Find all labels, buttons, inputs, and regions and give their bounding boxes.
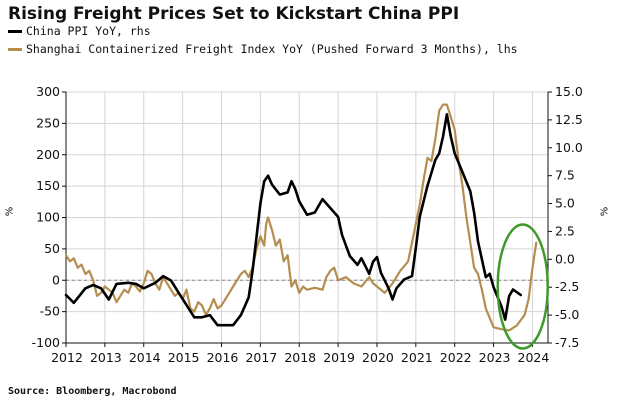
series-line-ppi bbox=[64, 113, 523, 327]
legend-item-ppi: China PPI YoY, rhs bbox=[8, 24, 151, 38]
x-tick-label: 2014 bbox=[129, 350, 161, 365]
right-tick-label: 2.5 bbox=[555, 223, 575, 238]
x-tick-label: 2019 bbox=[323, 350, 355, 365]
x-tick-label: 2015 bbox=[168, 350, 200, 365]
right-tick-label: -5.0 bbox=[555, 307, 579, 322]
left-tick-label: -100 bbox=[32, 335, 60, 350]
legend-label-scfi: Shanghai Containerized Freight Index YoY… bbox=[26, 42, 518, 56]
x-tick-label: 2023 bbox=[479, 350, 511, 365]
legend-label-ppi: China PPI YoY, rhs bbox=[26, 24, 151, 38]
series-line-scfi bbox=[64, 103, 538, 332]
left-tick-label: 300 bbox=[36, 84, 60, 99]
left-tick-label: 100 bbox=[36, 210, 60, 225]
chart-title: Rising Freight Prices Set to Kickstart C… bbox=[8, 4, 460, 24]
left-tick-label: 0 bbox=[52, 272, 60, 287]
x-tick-label: 2022 bbox=[440, 350, 472, 365]
right-tick-label: 10.0 bbox=[555, 140, 583, 155]
legend-swatch-scfi bbox=[8, 47, 22, 51]
x-tick-label: 2024 bbox=[518, 350, 550, 365]
highlight-ellipse bbox=[496, 223, 549, 350]
left-tick-label: 150 bbox=[36, 178, 60, 193]
source-note: Source: Bloomberg, Macrobond bbox=[8, 386, 177, 397]
right-tick-label: 15.0 bbox=[555, 84, 583, 99]
right-tick-label: -7.5 bbox=[555, 335, 579, 350]
x-tick-label: 2020 bbox=[362, 350, 394, 365]
right-tick-label: 7.5 bbox=[555, 168, 575, 183]
x-tick-label: 2021 bbox=[401, 350, 433, 365]
legend-swatch-ppi bbox=[8, 29, 22, 33]
x-tick-label: 2012 bbox=[51, 350, 83, 365]
left-tick-label: -50 bbox=[40, 304, 60, 319]
left-tick-label: 50 bbox=[44, 241, 60, 256]
left-tick-label: 200 bbox=[36, 147, 60, 162]
legend-item-scfi: Shanghai Containerized Freight Index YoY… bbox=[8, 42, 518, 56]
x-tick-label: 2017 bbox=[245, 350, 277, 365]
right-tick-label: -2.5 bbox=[555, 279, 579, 294]
right-tick-label: 12.5 bbox=[555, 112, 583, 127]
x-tick-label: 2013 bbox=[90, 350, 122, 365]
right-tick-label: 0.0 bbox=[555, 251, 575, 266]
x-tick-label: 2018 bbox=[284, 350, 316, 365]
x-tick-label: 2016 bbox=[207, 350, 239, 365]
right-tick-label: 5.0 bbox=[555, 196, 575, 211]
left-tick-label: 250 bbox=[36, 115, 60, 130]
